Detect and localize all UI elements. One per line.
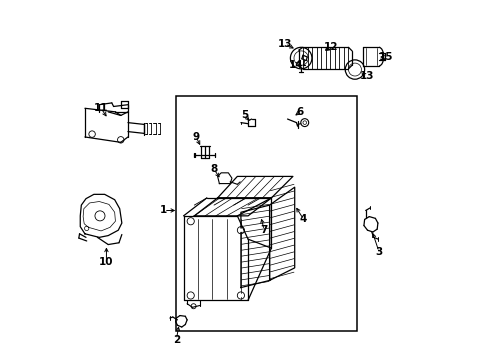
Text: 2: 2	[172, 334, 180, 345]
Text: 1: 1	[160, 206, 167, 216]
Text: 5: 5	[241, 111, 247, 121]
Text: 12: 12	[323, 42, 337, 52]
Circle shape	[188, 220, 192, 223]
Circle shape	[239, 294, 242, 297]
Text: 3: 3	[375, 247, 382, 257]
Text: 9: 9	[192, 132, 199, 142]
Text: 13: 13	[277, 39, 292, 49]
Text: 7: 7	[260, 225, 267, 235]
Text: 14: 14	[288, 60, 303, 70]
Text: 11: 11	[94, 103, 108, 113]
Bar	[176, 96, 357, 330]
Text: 8: 8	[210, 164, 217, 174]
Text: 15: 15	[378, 52, 393, 62]
Text: 4: 4	[299, 215, 307, 224]
Circle shape	[239, 228, 242, 232]
Text: 13: 13	[360, 71, 374, 81]
Circle shape	[188, 294, 192, 297]
Text: 10: 10	[99, 257, 113, 267]
Text: 6: 6	[296, 107, 303, 117]
